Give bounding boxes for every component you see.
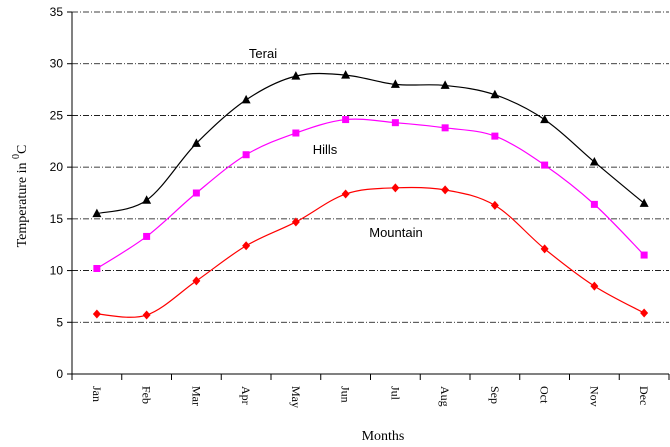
- y-tick-labels: 0 5 10 15 20 25 30 35: [50, 5, 64, 381]
- data-point-terai-dec: [639, 198, 649, 207]
- data-point-mountain-apr: [242, 241, 251, 251]
- series-label-mountain: Mountain: [369, 225, 422, 240]
- data-point-mountain-jul: [391, 183, 400, 193]
- x-tick-label-dec: Dec: [637, 386, 651, 405]
- x-tick-label-sep: Sep: [488, 386, 502, 404]
- data-point-terai-jun: [341, 70, 351, 79]
- data-point-hills-may: [292, 129, 300, 137]
- data-point-terai-mar: [191, 138, 201, 147]
- data-point-terai-aug: [440, 80, 450, 89]
- data-point-mountain-feb: [142, 310, 151, 320]
- data-point-hills-feb: [143, 232, 151, 240]
- data-point-mountain-mar: [192, 276, 201, 286]
- data-point-mountain-dec: [640, 308, 649, 318]
- series-hills: [93, 116, 648, 273]
- gridlines: [72, 11, 669, 323]
- data-point-mountain-sep: [490, 200, 499, 210]
- x-tick-label-apr: Apr: [239, 386, 253, 405]
- data-point-hills-sep: [491, 132, 499, 140]
- x-tick-label-jan: Jan: [90, 386, 104, 402]
- y-tick-label: 15: [50, 212, 64, 226]
- data-point-terai-apr: [241, 94, 251, 104]
- data-point-hills-apr: [242, 151, 250, 159]
- y-axis-title: Temperature in 0C: [11, 145, 30, 248]
- data-point-terai-jul: [390, 79, 400, 88]
- series-terai: [92, 70, 649, 218]
- y-tick-label: 25: [50, 108, 64, 122]
- y-tick-label: 35: [50, 5, 64, 19]
- x-tick-labels: Jan Feb Mar Apr May Jun Jul Aug Sep Oct Nov Dec: [90, 386, 651, 408]
- y-axis-title-text: Temperature in: [15, 159, 30, 247]
- x-tick-label-mar: Mar: [189, 386, 203, 406]
- data-point-terai-may: [291, 71, 301, 80]
- data-point-hills-jul: [391, 119, 399, 127]
- series-line-mountain: [96, 186, 645, 318]
- data-point-hills-nov: [590, 200, 598, 208]
- series-labels: Terai Hills Mountain: [249, 46, 423, 240]
- series-label-terai: Terai: [249, 46, 277, 61]
- x-axis-title: Months: [362, 429, 405, 444]
- data-point-mountain-aug: [441, 185, 450, 195]
- series-label-hills: Hills: [313, 142, 338, 157]
- data-point-hills-aug: [441, 124, 449, 132]
- data-point-terai-oct: [540, 114, 550, 124]
- axes: [67, 11, 670, 380]
- series-line-terai: [96, 72, 645, 215]
- x-tick-label-nov: Nov: [587, 386, 601, 407]
- data-point-terai-nov: [589, 156, 599, 166]
- x-tick-label-may: May: [289, 386, 303, 408]
- data-point-hills-jun: [342, 116, 350, 124]
- data-point-mountain-jan: [92, 309, 101, 319]
- data-point-terai-feb: [142, 195, 152, 204]
- y-tick-label: 20: [50, 160, 64, 174]
- data-point-mountain-oct: [540, 244, 549, 254]
- data-point-hills-oct: [541, 161, 549, 169]
- series-mountain: [92, 183, 649, 320]
- x-tick-label-aug: Aug: [438, 386, 452, 407]
- data-point-mountain-nov: [590, 281, 599, 291]
- data-point-hills-dec: [640, 251, 648, 259]
- data-point-terai-sep: [490, 89, 500, 99]
- x-tick-label-oct: Oct: [538, 386, 552, 404]
- series-line-hills: [96, 118, 645, 270]
- data-point-mountain-may: [291, 217, 300, 227]
- y-tick-label: 0: [56, 367, 63, 381]
- data-point-hills-jan: [93, 265, 101, 273]
- data-point-mountain-jun: [341, 189, 350, 199]
- x-tick-label-jul: Jul: [388, 386, 402, 401]
- data-point-terai-jan: [92, 208, 102, 218]
- y-axis-title-unit: C: [15, 145, 30, 154]
- y-tick-label: 30: [50, 57, 64, 71]
- x-tick-label-feb: Feb: [140, 386, 154, 404]
- y-axis-title-sup: 0: [11, 154, 22, 159]
- series-lines: [92, 70, 649, 320]
- y-tick-label: 10: [50, 264, 64, 278]
- x-tick-label-jun: Jun: [339, 386, 353, 403]
- data-point-hills-mar: [192, 189, 200, 197]
- y-tick-label: 5: [56, 315, 63, 329]
